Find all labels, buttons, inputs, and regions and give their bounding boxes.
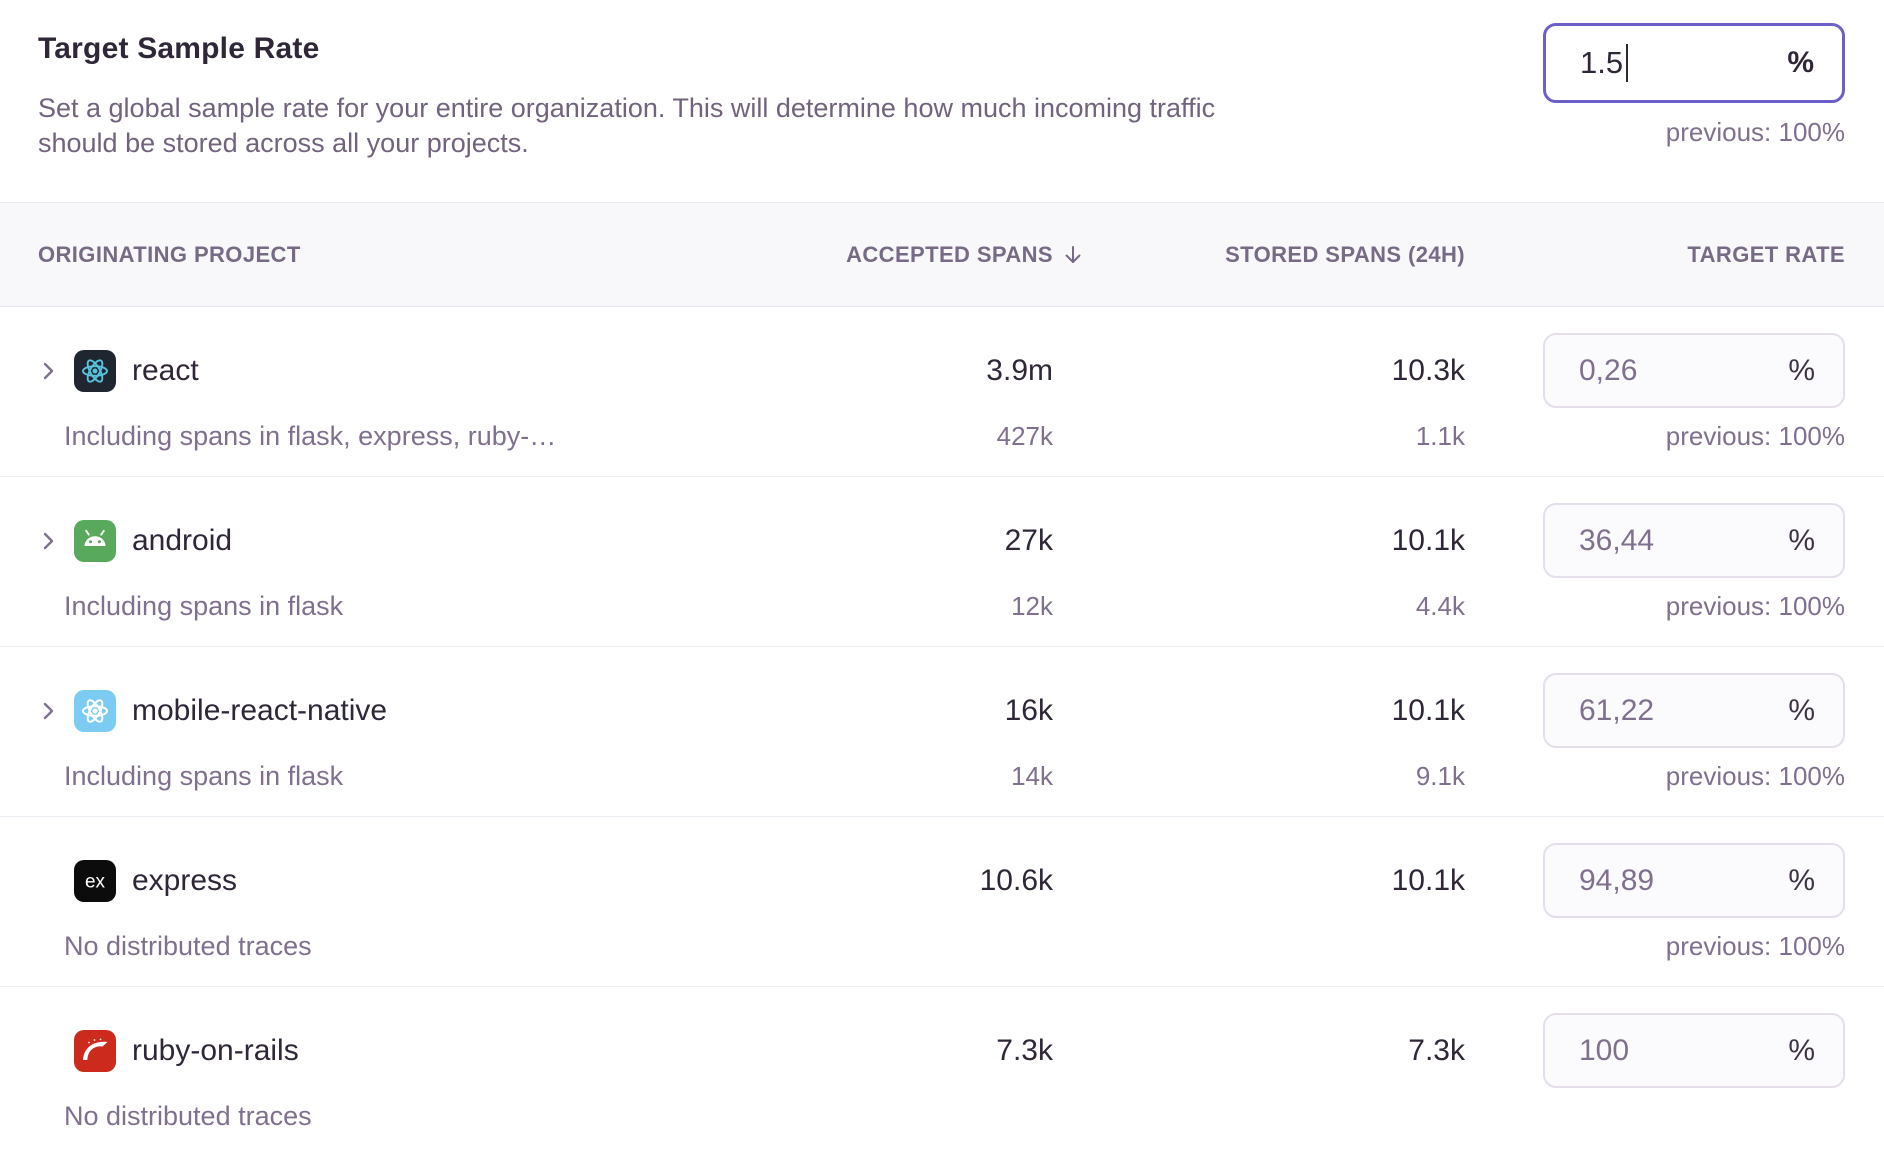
column-header-target-rate: TARGET RATE (1687, 241, 1845, 267)
row-subtext: Including spans in flask (64, 590, 344, 621)
page-description: Set a global sample rate for your entire… (38, 91, 1215, 161)
project-name[interactable]: mobile-react-native (132, 693, 388, 727)
project-target-rate-input[interactable]: 0,26 % (1543, 333, 1845, 408)
svg-text:ex: ex (85, 871, 106, 892)
stored-spans-value: 10.1k (1391, 863, 1465, 897)
target-rate-value: 61,22 (1579, 693, 1655, 727)
chevron-right-icon (43, 702, 54, 719)
row-subtext: Including spans in flask, express, ruby-… (64, 420, 557, 451)
percent-suffix: % (1788, 863, 1815, 897)
accepted-spans-value: 27k (1004, 523, 1053, 557)
android-platform-icon (74, 519, 116, 562)
stored-spans-value: 10.1k (1391, 523, 1465, 557)
table-row: android Including spans in flask 27k 12k… (0, 477, 1884, 647)
global-previous-rate: previous: 100% (1665, 117, 1845, 147)
target-rate-value: 94,89 (1579, 863, 1655, 897)
expand-row-button[interactable] (38, 530, 74, 552)
percent-suffix: % (1788, 523, 1815, 557)
accepted-spans-value: 10.6k (979, 863, 1053, 897)
accepted-spans-subvalue: 427k (996, 420, 1053, 451)
percent-suffix: % (1788, 693, 1815, 727)
percent-suffix: % (1787, 46, 1814, 79)
page-title: Target Sample Rate (38, 32, 320, 65)
project-target-rate-input[interactable]: 100 % (1543, 1013, 1845, 1088)
project-name[interactable]: react (132, 353, 199, 387)
target-rate-value: 100 (1579, 1033, 1630, 1067)
rails-platform-icon (74, 1029, 116, 1072)
target-rate-value: 36,44 (1579, 523, 1655, 557)
expand-row-button[interactable] (38, 700, 74, 722)
accepted-spans-value: 3.9m (986, 353, 1053, 387)
project-target-rate-input[interactable]: 61,22 % (1543, 673, 1845, 748)
target-rate-value: 0,26 (1579, 353, 1638, 387)
text-caret (1626, 44, 1629, 82)
page-description-line2: should be stored across all your project… (38, 128, 529, 158)
page-description-line1: Set a global sample rate for your entire… (38, 93, 1216, 123)
project-name[interactable]: android (132, 523, 233, 557)
stored-spans-subvalue: 9.1k (1415, 760, 1465, 791)
sort-descending-icon[interactable] (1061, 243, 1085, 267)
table-row: ruby-on-rails No distributed traces 7.3k… (0, 987, 1884, 1157)
percent-suffix: % (1788, 1033, 1815, 1067)
column-header-accepted-spans[interactable]: ACCEPTED SPANS (773, 241, 1081, 268)
project-name[interactable]: ruby-on-rails (132, 1033, 299, 1067)
column-header-originating-project: ORIGINATING PROJECT (38, 241, 301, 267)
table-row: mobile-react-native Including spans in f… (0, 647, 1884, 817)
row-subtext: No distributed traces (64, 930, 312, 961)
project-target-rate-input[interactable]: 36,44 % (1543, 503, 1845, 578)
previous-rate-label: previous: 100% (1665, 590, 1845, 621)
accepted-spans-subvalue: 14k (1011, 760, 1053, 791)
global-sample-rate-value: 1.5 (1580, 45, 1624, 80)
column-header-accepted-spans-label: ACCEPTED SPANS (846, 241, 1053, 267)
react-platform-icon (74, 349, 116, 392)
react-native-platform-icon (74, 689, 116, 732)
stored-spans-value: 10.3k (1391, 353, 1465, 387)
accepted-spans-subvalue: 12k (1011, 590, 1053, 621)
chevron-right-icon (43, 532, 54, 549)
panel-header: Target Sample Rate Set a global sample r… (0, 0, 1884, 161)
table-row: react Including spans in flask, express,… (0, 307, 1884, 477)
stored-spans-subvalue: 4.4k (1415, 590, 1465, 621)
previous-rate-label: previous: 100% (1665, 930, 1845, 961)
expand-row-button[interactable] (38, 360, 74, 382)
previous-rate-label: previous: 100% (1665, 420, 1845, 451)
row-subtext: Including spans in flask (64, 760, 344, 791)
accepted-spans-value: 16k (1004, 693, 1053, 727)
project-target-rate-input[interactable]: 94,89 % (1543, 843, 1845, 918)
accepted-spans-value: 7.3k (996, 1033, 1053, 1067)
express-platform-icon: ex (74, 859, 116, 902)
stored-spans-value: 7.3k (1408, 1033, 1465, 1067)
chevron-right-icon (43, 362, 54, 379)
stored-spans-value: 10.1k (1391, 693, 1465, 727)
project-name[interactable]: express (132, 863, 238, 897)
percent-suffix: % (1788, 353, 1815, 387)
column-header-stored-spans: STORED SPANS (24H) (1225, 241, 1465, 267)
table-header-row: ORIGINATING PROJECT ACCEPTED SPANS STORE… (0, 202, 1884, 307)
previous-rate-label: previous: 100% (1665, 760, 1845, 791)
stored-spans-subvalue: 1.1k (1415, 420, 1465, 451)
global-sample-rate-input[interactable]: 1.5 % (1543, 23, 1845, 103)
row-subtext: No distributed traces (64, 1100, 312, 1131)
table-row: ex express No distributed traces 10.6k 1… (0, 817, 1884, 987)
